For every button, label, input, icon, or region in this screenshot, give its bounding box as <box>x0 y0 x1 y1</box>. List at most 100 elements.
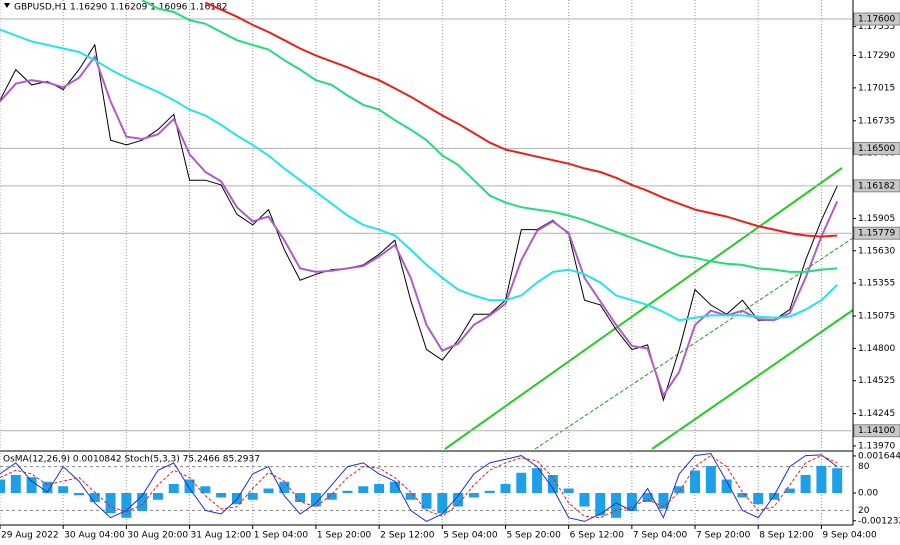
osma-bar <box>121 493 132 518</box>
osma-bar <box>358 486 369 494</box>
osma-bar <box>705 465 716 494</box>
level-label: 1.14100 <box>858 426 895 436</box>
osma-bar <box>832 468 843 494</box>
y-tick-label: 1.15355 <box>858 279 895 289</box>
osma-bar <box>105 493 116 514</box>
osma-bar <box>389 481 400 494</box>
y-tick-label: 1.14800 <box>858 344 895 354</box>
x-tick-label: 8 Sep 12:00 <box>759 531 814 541</box>
osma-bar <box>674 486 685 494</box>
osma-bar <box>42 481 53 494</box>
menu-icon[interactable] <box>4 3 10 8</box>
osma-bar <box>816 465 827 494</box>
osma-bar <box>595 493 606 516</box>
osma-bar <box>295 493 306 503</box>
osma-bar <box>611 493 622 518</box>
osma-bar <box>326 493 337 500</box>
osma-bar <box>247 493 258 500</box>
osma-bar <box>626 493 637 512</box>
osma-bar <box>753 493 764 505</box>
osma-bar <box>184 479 195 494</box>
osma-bar <box>279 481 290 494</box>
osma-bar <box>690 470 701 494</box>
y2-tick-label: 80 <box>858 462 870 472</box>
level-box <box>853 12 900 26</box>
x-tick-label: 30 Aug 04:00 <box>64 531 125 541</box>
level-label: 1.16182 <box>858 181 895 191</box>
osma-bar <box>216 493 227 498</box>
osma-bar <box>0 479 5 494</box>
osma-bar <box>26 477 37 494</box>
osma-bar <box>784 488 795 494</box>
y2-tick-label: 20 <box>858 506 870 516</box>
channel-upper <box>444 167 843 450</box>
y-tick-label: 1.16735 <box>858 116 895 126</box>
y-tick-label: 1.15075 <box>858 312 895 322</box>
level-box <box>853 141 900 155</box>
channel-lower <box>651 309 854 450</box>
x-tick-label: 9 Sep 04:00 <box>822 531 877 541</box>
series-line <box>141 0 838 273</box>
osma-bar <box>800 474 811 494</box>
osma-bar <box>721 479 732 494</box>
y-tick-label: 0.00 <box>858 489 878 499</box>
x-tick-label: 7 Sep 04:00 <box>633 531 688 541</box>
osma-bar <box>484 490 495 494</box>
x-tick-label: 30 Aug 20:00 <box>127 531 188 541</box>
osma-bar <box>137 493 148 512</box>
x-tick-label: 5 Sep 04:00 <box>443 531 498 541</box>
y-tick-label: 1.14245 <box>858 409 895 419</box>
osma-bar <box>310 493 321 507</box>
x-tick-label: 31 Aug 12:00 <box>191 531 252 541</box>
osma-bar <box>453 493 464 507</box>
x-tick-label: 6 Sep 12:00 <box>570 531 625 541</box>
osma-bar <box>200 486 211 494</box>
osma-bar <box>563 488 574 494</box>
osma-bar <box>73 493 84 496</box>
series-line <box>204 1 838 238</box>
series-line <box>0 43 838 402</box>
x-tick-label: 1 Sep 20:00 <box>317 531 372 541</box>
y-tick-label: -0.0012326 <box>858 516 900 526</box>
level-label: 1.16500 <box>858 144 895 154</box>
y-tick-label: 1.14525 <box>858 376 895 386</box>
osma-bar <box>500 483 511 494</box>
osma-bar <box>642 493 653 503</box>
x-tick-label: 29 Aug 2022 <box>1 531 59 541</box>
y-tick-label: 1.13970 <box>858 442 895 452</box>
osma-bar <box>152 493 163 500</box>
level-box <box>853 424 900 438</box>
level-box <box>853 226 900 240</box>
channel <box>444 167 854 450</box>
osma-bar <box>579 493 590 507</box>
osma-bar <box>737 493 748 498</box>
level-box <box>853 179 900 193</box>
osma-bar <box>421 493 432 509</box>
osma-bar <box>405 493 416 500</box>
osma-bar <box>468 493 479 498</box>
series-line <box>0 454 838 519</box>
level-label: 1.17600 <box>858 15 895 25</box>
osma-bar <box>437 493 448 514</box>
series-line <box>0 54 839 398</box>
osma-bar <box>532 468 543 494</box>
y-tick-label: 1.17290 <box>858 51 895 61</box>
osma-bar <box>89 493 100 503</box>
x-tick-label: 2 Sep 12:00 <box>380 531 435 541</box>
x-tick-label: 1 Sep 04:00 <box>254 531 309 541</box>
indicator-title: OsMA(12,26,9) 0.0010842 Stoch(5,3,3) 75.… <box>3 455 260 465</box>
osma-bar <box>547 474 558 494</box>
osma-bar <box>516 472 527 494</box>
osma-bar <box>374 483 385 494</box>
y-tick-label: 1.15630 <box>858 246 895 256</box>
chart-title: GBPUSD,H1 1.16290 1.16209 1.16096 1.1618… <box>14 3 227 13</box>
osma-bar <box>168 483 179 494</box>
x-tick-label: 7 Sep 20:00 <box>696 531 751 541</box>
y-tick-label: 1.17535 <box>858 22 895 32</box>
channel-mid <box>534 237 854 450</box>
osma-bar <box>658 493 669 509</box>
series-line <box>0 452 838 522</box>
y-tick-label: 1.17015 <box>858 83 895 93</box>
